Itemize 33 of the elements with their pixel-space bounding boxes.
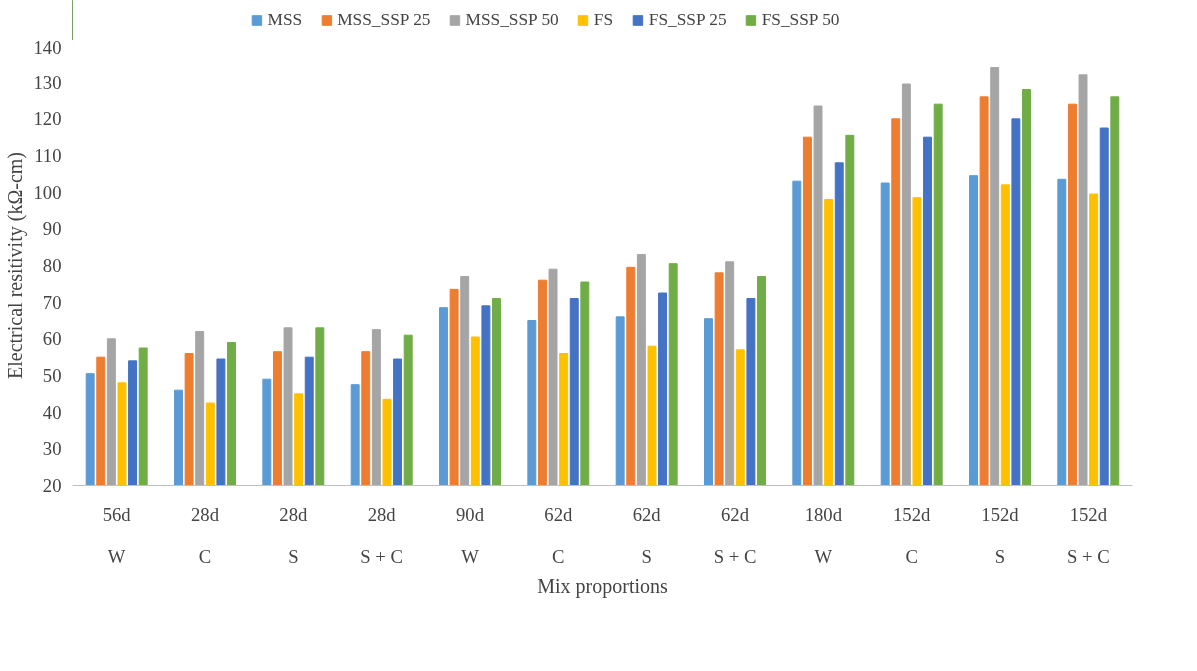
category-label: 180d W xyxy=(804,503,842,567)
legend-label: FS_SSP 25 xyxy=(648,10,727,30)
category-label: 90d W xyxy=(456,503,484,567)
y-tick-label: 80 xyxy=(42,255,62,276)
y-tick-label: 40 xyxy=(42,401,62,423)
y-tick-label: 50 xyxy=(42,365,62,386)
x-axis-title: Mix proportions xyxy=(537,574,668,598)
legend-label: FS_SSP 50 xyxy=(761,10,840,30)
y-tick-label: 90 xyxy=(42,218,62,240)
legend-label: MSS_SSP 25 xyxy=(337,10,431,30)
category-label: 62d S xyxy=(632,503,661,567)
category-label: 152d C xyxy=(893,503,931,567)
y-tick-label: 110 xyxy=(34,145,62,166)
y-tick-label: 20 xyxy=(42,475,62,496)
legend-label: MSS xyxy=(267,10,303,30)
y-tick-label: 30 xyxy=(42,438,62,460)
category-label: 28d C xyxy=(191,503,219,567)
category-label: 56d W xyxy=(102,503,131,567)
category-label: 62d S + C xyxy=(713,503,757,567)
category-label: 152d S + C xyxy=(1067,503,1110,567)
category-label: 62d C xyxy=(544,503,573,567)
category-label: 28d S + C xyxy=(360,503,403,567)
y-tick-label: 70 xyxy=(42,291,62,313)
category-label: 28d S xyxy=(279,503,308,567)
legend-label: MSS_SSP 50 xyxy=(465,10,559,30)
category-label: 152d S xyxy=(981,503,1019,567)
legend-label: FS xyxy=(593,10,614,30)
y-tick-label: 130 xyxy=(33,71,62,93)
y-tick-label: 120 xyxy=(33,108,62,130)
y-axis-title: Electrical resitivity (kΩ-cm) xyxy=(3,152,27,379)
y-tick-label: 140 xyxy=(33,36,62,58)
y-tick-label: 60 xyxy=(42,328,62,350)
y-tick-label: 100 xyxy=(33,181,62,203)
